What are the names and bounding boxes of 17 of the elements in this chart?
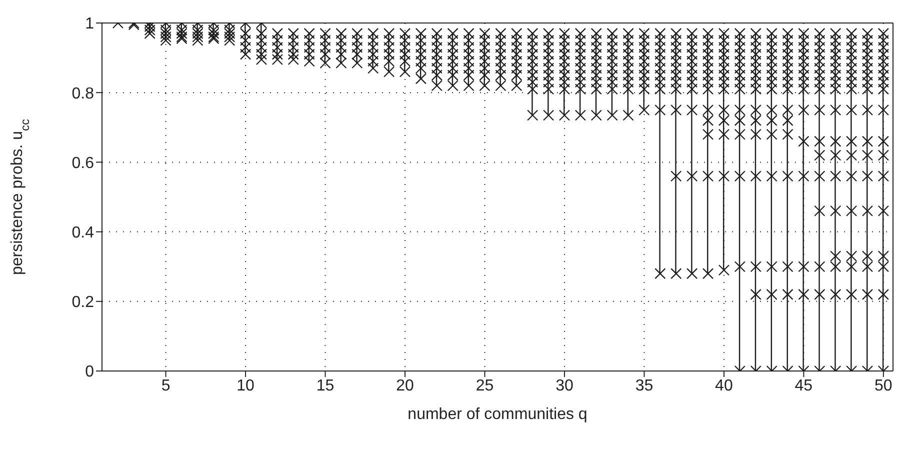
x-tick-label: 20 bbox=[396, 377, 414, 394]
x-tick-label: 15 bbox=[316, 377, 334, 394]
y-tick-label: 0.4 bbox=[72, 224, 94, 242]
x-tick-label: 10 bbox=[236, 377, 255, 394]
y-tick-label: 0.6 bbox=[72, 154, 94, 172]
x-tick-label: 25 bbox=[476, 377, 494, 394]
x-tick-label: 5 bbox=[161, 377, 170, 394]
y-tick-label: 1 bbox=[85, 16, 94, 33]
x-axis-title: number of communities q bbox=[408, 406, 588, 423]
y-tick-label: 0.2 bbox=[72, 294, 94, 312]
x-tick-label: 30 bbox=[556, 377, 574, 394]
x-tick-label: 45 bbox=[794, 377, 813, 394]
x-tick-label: 35 bbox=[635, 377, 654, 394]
y-tick-label: 0 bbox=[85, 364, 94, 381]
y-tick-label: 0.8 bbox=[72, 85, 94, 102]
x-tick-label: 50 bbox=[874, 377, 892, 394]
x-tick-label: 40 bbox=[715, 377, 733, 394]
